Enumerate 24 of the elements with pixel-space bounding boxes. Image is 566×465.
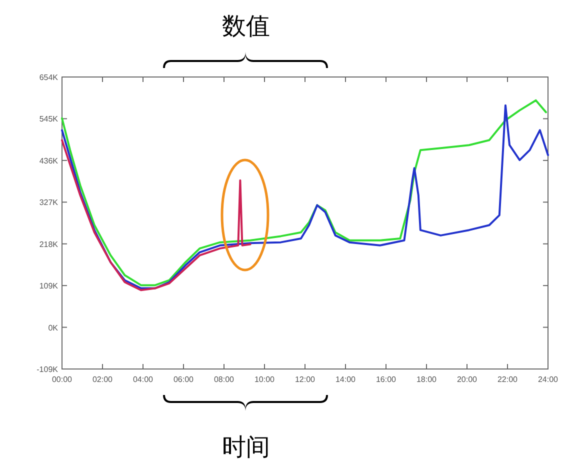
x-tick-label: 06:00 <box>173 375 194 384</box>
x-tick-label: 02:00 <box>92 375 114 384</box>
x-tick-label: 18:00 <box>416 375 438 384</box>
x-tick-label: 08:00 <box>214 375 235 384</box>
y-tick-label: 109K <box>39 282 59 291</box>
x-tick-label: 22:00 <box>497 375 518 384</box>
y-tick-label: 218K <box>39 240 59 249</box>
line-series <box>61 139 252 292</box>
x-tick-label: 16:00 <box>376 375 397 384</box>
y-tick-label: 545K <box>39 114 59 124</box>
x-tick-label: 20:00 <box>456 375 478 384</box>
y-tick-label: 436K <box>39 156 59 166</box>
x-tick-label: 10:00 <box>254 375 276 384</box>
text: 数值 <box>222 13 270 40</box>
y-tick-label: 0K <box>48 323 59 332</box>
y-tick-label: 654K <box>39 73 59 82</box>
x-tick-label: 14:00 <box>335 375 356 384</box>
x-tick-label: 04:00 <box>132 375 154 384</box>
x-tick-label: 24:00 <box>538 375 559 384</box>
y-tick-label: 327K <box>39 198 59 208</box>
y-tick-label: -109K <box>36 365 59 374</box>
text: 时间 <box>222 434 270 461</box>
x-tick-label: 12:00 <box>294 375 316 384</box>
x-tick-label: 00:00 <box>52 375 73 384</box>
